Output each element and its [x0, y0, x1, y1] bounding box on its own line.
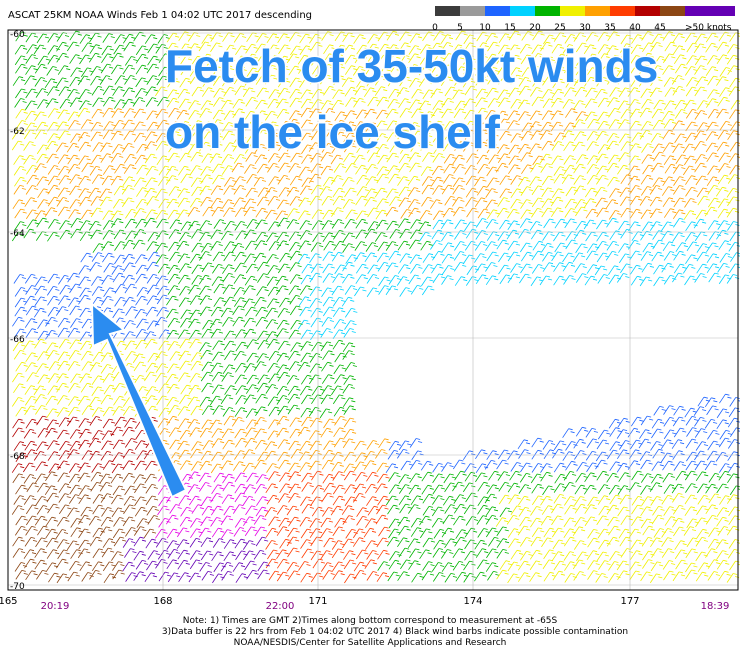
- colorbar-label: 10: [479, 23, 491, 33]
- lat-label: -60: [10, 30, 25, 40]
- note: 3)Data buffer is 22 hrs from Feb 1 04:02…: [162, 627, 628, 637]
- colorbar-swatch: [685, 6, 735, 16]
- colorbar-label: 0: [432, 23, 438, 33]
- barb-group: [155, 471, 269, 539]
- annotation-line: on the ice shelf: [165, 106, 501, 158]
- colorbar-label: 35: [604, 23, 615, 33]
- lat-label: -64: [10, 229, 25, 239]
- colorbar-label: 15: [504, 23, 515, 33]
- arrow: [90, 301, 188, 499]
- lon-label: 171: [308, 596, 327, 607]
- title: ASCAT 25KM NOAA Winds Feb 1 04:02 UTC 20…: [8, 10, 312, 21]
- colorbar-label: 45: [654, 23, 665, 33]
- colorbar-swatch: [660, 6, 685, 16]
- lat-label: -68: [10, 452, 25, 462]
- barb-group: [297, 217, 740, 341]
- note: Note: 1) Times are GMT 2)Times along bot…: [183, 616, 558, 626]
- lon-label: 165: [0, 596, 18, 607]
- time-label: 22:00: [266, 601, 295, 612]
- barb-group: [11, 30, 740, 583]
- barb-group: [264, 470, 391, 584]
- colorbar-swatch: [560, 6, 585, 16]
- colorbar-swatch: [635, 6, 660, 16]
- lat-label: -62: [10, 127, 25, 137]
- colorbar-label: 30: [579, 23, 591, 33]
- colorbar-label: 5: [457, 23, 463, 33]
- lat-label: -66: [10, 335, 25, 345]
- time-label: 20:19: [41, 601, 70, 612]
- colorbar-swatch: [510, 6, 535, 16]
- colorbar: 0 5 10 15 20 25 30 35 40 45 >50 knots: [432, 6, 735, 33]
- colorbar-label: 20: [529, 23, 541, 33]
- colorbar-swatch: [610, 6, 635, 16]
- colorbar-swatch: [435, 6, 460, 16]
- annotation-line: Fetch of 35-50kt winds: [165, 40, 658, 92]
- lon-label: 168: [153, 596, 172, 607]
- wind-barbs: [11, 30, 740, 584]
- lon-label: 177: [620, 596, 639, 607]
- colorbar-swatch: [460, 6, 485, 16]
- colorbar-label: 40: [629, 23, 641, 33]
- map-frame: [7, 29, 739, 591]
- barb-group: [11, 471, 160, 584]
- colorbar-swatch: [585, 6, 610, 16]
- colorbar-label: >50 knots: [685, 23, 732, 33]
- barb-group: [12, 107, 740, 474]
- note: NOAA/NESDIS/Center for Satellite Applica…: [234, 638, 507, 648]
- colorbar-swatch: [485, 6, 510, 16]
- barb-group: [12, 251, 740, 474]
- barb-group: [11, 415, 160, 474]
- colorbar-label: 25: [554, 23, 565, 33]
- axis-labels: -60 -62 -64 -66 -68 -70 165 168 171 174 177 20:19 22…: [0, 30, 729, 612]
- barb-group: [122, 536, 270, 584]
- lon-label: 174: [463, 596, 482, 607]
- barb-group: [11, 30, 740, 584]
- lat-label: -70: [10, 582, 25, 592]
- time-label: 18:39: [701, 601, 730, 612]
- colorbar-swatch: [535, 6, 560, 16]
